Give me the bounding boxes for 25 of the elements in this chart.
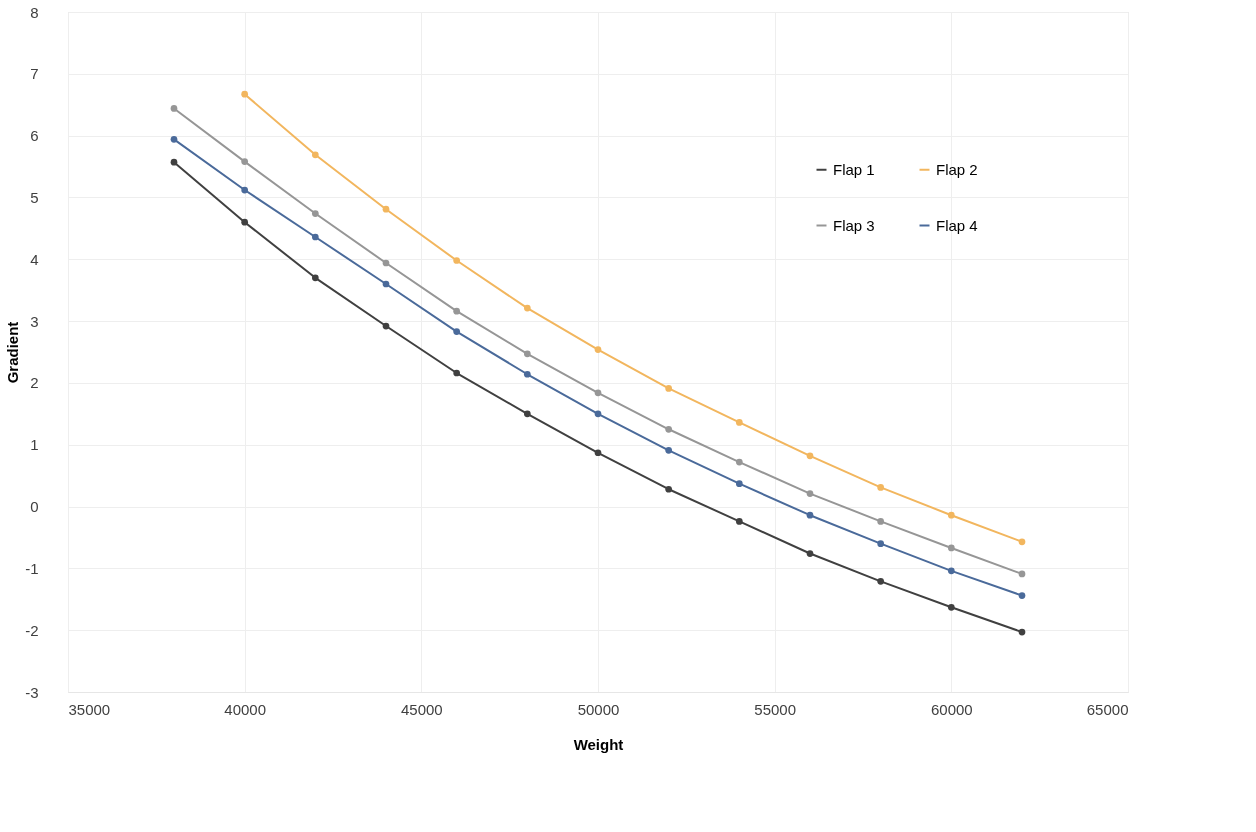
legend-label: Flap 3 — [833, 216, 875, 234]
y-tick-label: -2 — [25, 621, 39, 639]
x-axis-title: Weight — [573, 735, 624, 753]
y-tick-label: -3 — [25, 683, 39, 701]
x-tick-label: 40000 — [224, 700, 267, 718]
legend-label: Flap 4 — [936, 216, 978, 234]
y-tick-label: 3 — [30, 312, 39, 330]
y-tick-label: 0 — [30, 498, 39, 516]
y-tick-label: -1 — [25, 559, 39, 577]
x-tick-label: 65000 — [1086, 700, 1129, 718]
y-tick-label: 2 — [30, 374, 39, 392]
y-tick-label: 6 — [30, 127, 39, 145]
y-tick-label: 8 — [30, 3, 39, 21]
legend-label: Flap 2 — [936, 160, 978, 178]
x-tick-label: 55000 — [754, 700, 797, 718]
y-tick-label: 1 — [30, 436, 39, 454]
y-tick-label: 5 — [30, 188, 39, 206]
x-tick-label: 35000 — [68, 700, 111, 718]
y-tick-label: 7 — [30, 65, 39, 83]
y-axis-title: Gradient — [4, 321, 22, 384]
x-tick-label: 50000 — [577, 700, 620, 718]
x-tick-label: 60000 — [930, 700, 973, 718]
legend-label: Flap 1 — [833, 160, 875, 178]
x-tick-label: 45000 — [400, 700, 443, 718]
y-tick-label: 4 — [30, 250, 39, 268]
